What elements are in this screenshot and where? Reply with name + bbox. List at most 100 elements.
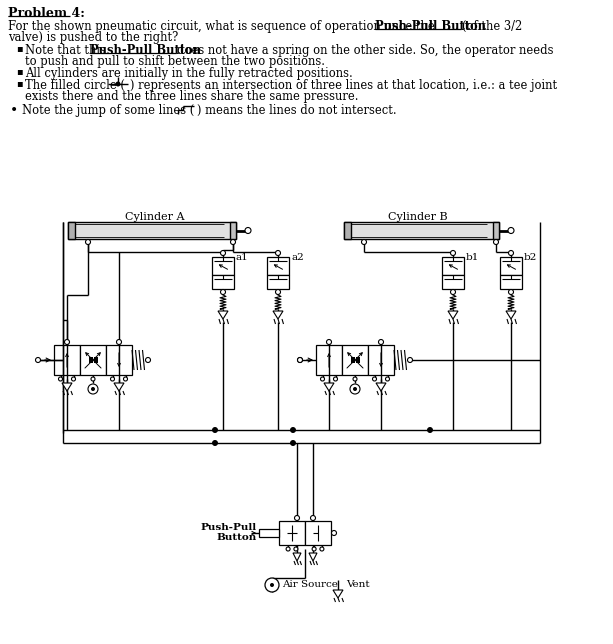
- Bar: [344, 222, 351, 239]
- Circle shape: [353, 377, 357, 381]
- Polygon shape: [273, 311, 283, 319]
- Polygon shape: [333, 590, 343, 598]
- Circle shape: [245, 227, 251, 234]
- Text: ) represents an intersection of three lines at that location, i.e.: a tee joint: ) represents an intersection of three li…: [130, 79, 557, 92]
- Text: Button: Button: [217, 533, 257, 542]
- Circle shape: [123, 377, 128, 381]
- Text: Cylinder B: Cylinder B: [388, 212, 448, 222]
- Text: •: •: [10, 104, 18, 118]
- Polygon shape: [293, 553, 301, 561]
- Circle shape: [115, 82, 121, 86]
- Circle shape: [294, 547, 298, 551]
- Circle shape: [386, 377, 389, 381]
- Polygon shape: [114, 383, 124, 391]
- Bar: [342, 345, 368, 375]
- Text: For the shown pneumatic circuit, what is sequence of operation once the: For the shown pneumatic circuit, what is…: [8, 20, 438, 33]
- Bar: [68, 222, 236, 239]
- Bar: [305, 521, 331, 545]
- Text: ▪: ▪: [16, 44, 23, 53]
- Bar: [212, 257, 234, 274]
- Bar: [259, 529, 279, 537]
- Circle shape: [88, 384, 98, 394]
- Bar: [212, 274, 234, 289]
- Circle shape: [297, 357, 302, 363]
- Polygon shape: [448, 311, 458, 319]
- Text: exists there and the three lines share the same pressure.: exists there and the three lines share t…: [25, 90, 359, 103]
- Circle shape: [362, 240, 367, 245]
- Text: ) means the lines do not intersect.: ) means the lines do not intersect.: [197, 104, 397, 117]
- Bar: [94, 357, 98, 363]
- Text: a2: a2: [291, 253, 304, 262]
- Circle shape: [297, 357, 302, 363]
- Text: (of the 3/2: (of the 3/2: [462, 20, 522, 33]
- Circle shape: [91, 377, 95, 381]
- Bar: [106, 345, 132, 375]
- Circle shape: [265, 578, 279, 592]
- Text: ▪: ▪: [16, 79, 23, 88]
- Text: does not have a spring on the other side. So, the operator needs: does not have a spring on the other side…: [177, 44, 554, 57]
- Circle shape: [145, 357, 151, 363]
- Circle shape: [230, 240, 235, 245]
- Circle shape: [275, 290, 281, 294]
- Circle shape: [509, 290, 514, 294]
- Text: All cylinders are initially in the fully retracted positions.: All cylinders are initially in the fully…: [25, 67, 352, 80]
- Circle shape: [451, 290, 455, 294]
- Circle shape: [350, 384, 360, 394]
- Text: Vent: Vent: [346, 580, 370, 589]
- Circle shape: [312, 547, 316, 551]
- Circle shape: [321, 377, 324, 381]
- Bar: [442, 257, 464, 274]
- Text: The filled circle (: The filled circle (: [25, 79, 125, 92]
- Bar: [500, 274, 522, 289]
- Text: ▪: ▪: [16, 67, 23, 76]
- Polygon shape: [324, 383, 334, 391]
- Circle shape: [311, 515, 316, 520]
- Circle shape: [221, 290, 226, 294]
- Circle shape: [427, 427, 433, 433]
- Polygon shape: [62, 383, 72, 391]
- Text: b2: b2: [524, 253, 538, 262]
- Bar: [442, 274, 464, 289]
- Circle shape: [378, 339, 384, 345]
- Circle shape: [286, 547, 290, 551]
- Bar: [80, 345, 106, 375]
- Text: Problem 4:: Problem 4:: [8, 7, 85, 20]
- Text: Push-Pull Button: Push-Pull Button: [90, 44, 201, 57]
- Circle shape: [270, 583, 274, 587]
- Text: a1: a1: [236, 253, 249, 262]
- Circle shape: [332, 531, 337, 536]
- Text: b1: b1: [466, 253, 479, 262]
- Text: to push and pull to shift between the two positions.: to push and pull to shift between the tw…: [25, 55, 325, 68]
- Circle shape: [353, 387, 357, 391]
- Circle shape: [509, 251, 514, 256]
- Circle shape: [451, 251, 455, 256]
- Polygon shape: [218, 311, 228, 319]
- Bar: [89, 357, 93, 363]
- Text: Push-Pull: Push-Pull: [201, 523, 257, 532]
- Text: Push-Pull Button: Push-Pull Button: [375, 20, 486, 33]
- Circle shape: [36, 357, 40, 363]
- Polygon shape: [506, 311, 516, 319]
- Bar: [279, 521, 305, 545]
- Circle shape: [85, 240, 91, 245]
- Bar: [316, 345, 342, 375]
- Circle shape: [58, 377, 63, 381]
- Circle shape: [275, 251, 281, 256]
- Circle shape: [493, 240, 498, 245]
- Bar: [68, 222, 75, 239]
- Bar: [54, 345, 80, 375]
- Text: Air Source: Air Source: [282, 580, 338, 589]
- Bar: [351, 357, 355, 363]
- Bar: [230, 222, 236, 239]
- Bar: [267, 257, 289, 274]
- Circle shape: [408, 357, 413, 363]
- Bar: [500, 257, 522, 274]
- Circle shape: [64, 339, 69, 345]
- Circle shape: [508, 227, 514, 234]
- Text: Cylinder A: Cylinder A: [125, 212, 185, 222]
- Circle shape: [290, 427, 296, 433]
- Circle shape: [110, 377, 115, 381]
- Circle shape: [327, 339, 332, 345]
- Circle shape: [91, 387, 95, 391]
- Circle shape: [294, 515, 300, 520]
